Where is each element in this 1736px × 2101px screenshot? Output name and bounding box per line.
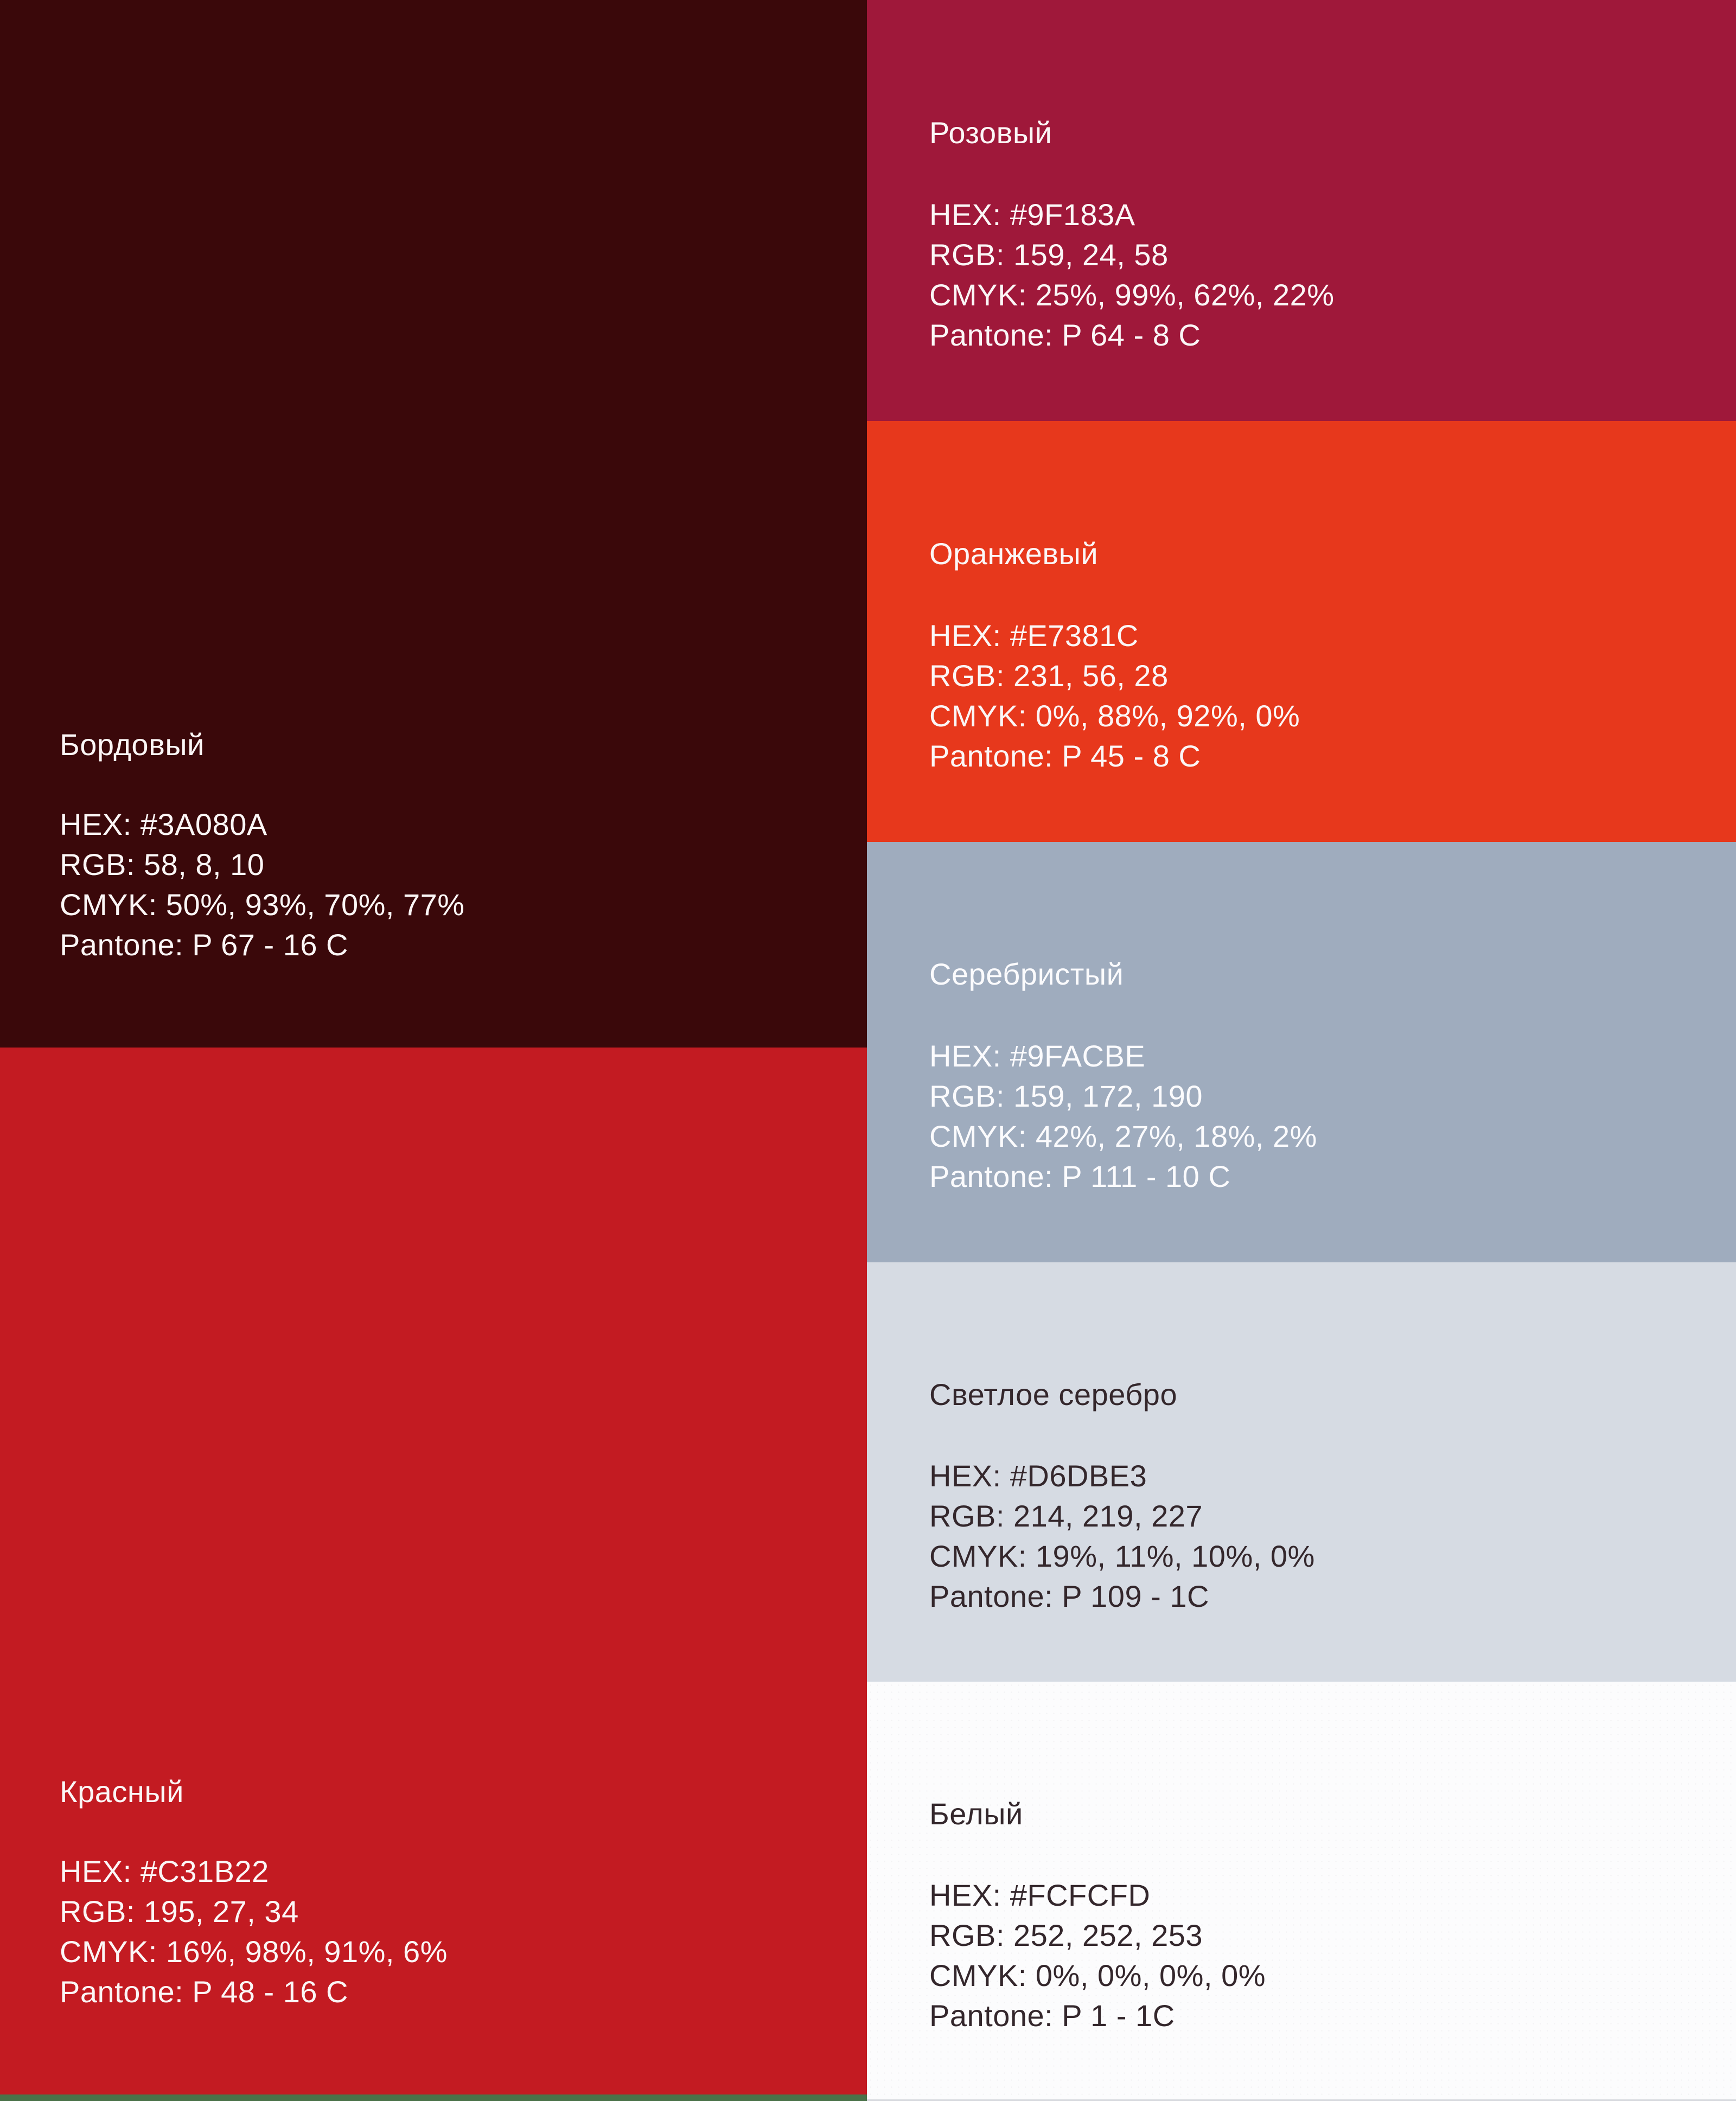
swatch-bordovyy: Бордовый HEX: #3A080A RGB: 58, 8, 10 CMY…	[0, 0, 867, 1048]
color-specs-rozovyy: HEX: #9F183A RGB: 159, 24, 58 CMYK: 25%,…	[929, 195, 1335, 355]
bottom-green-strip	[0, 2094, 867, 2101]
swatch-oranzhevyy: Оранжевый HEX: #E7381C RGB: 231, 56, 28 …	[867, 421, 1736, 842]
hex-value: HEX: #9F183A	[929, 197, 1135, 232]
cmyk-value: CMYK: 25%, 99%, 62%, 22%	[929, 277, 1335, 312]
rgb-value: RGB: 231, 56, 28	[929, 658, 1169, 693]
color-name-rozovyy: Розовый	[929, 115, 1052, 150]
color-specs-belyy: HEX: #FCFCFD RGB: 252, 252, 253 CMYK: 0%…	[929, 1875, 1266, 2036]
color-name-svetloe-serebro: Светлое серебро	[929, 1377, 1178, 1412]
color-name-oranzhevyy: Оранжевый	[929, 536, 1099, 571]
pantone-value: Pantone: P 48 - 16 C	[60, 1975, 348, 2009]
color-specs-bordovyy: HEX: #3A080A RGB: 58, 8, 10 CMYK: 50%, 9…	[60, 804, 465, 965]
pantone-value: Pantone: P 111 - 10 C	[929, 1159, 1231, 1194]
color-name-krasnyy: Красный	[60, 1774, 184, 1809]
color-specs-oranzhevyy: HEX: #E7381C RGB: 231, 56, 28 CMYK: 0%, …	[929, 616, 1300, 776]
cmyk-value: CMYK: 19%, 11%, 10%, 0%	[929, 1539, 1315, 1574]
color-name-serebristyy: Серебристый	[929, 957, 1124, 992]
cmyk-value: CMYK: 42%, 27%, 18%, 2%	[929, 1119, 1317, 1154]
color-specs-serebristyy: HEX: #9FACBE RGB: 159, 172, 190 CMYK: 42…	[929, 1036, 1317, 1197]
cmyk-value: CMYK: 16%, 98%, 91%, 6%	[60, 1934, 448, 1969]
bottom-edge-line	[867, 2099, 1736, 2101]
hex-value: HEX: #FCFCFD	[929, 1878, 1151, 1913]
rgb-value: RGB: 58, 8, 10	[60, 847, 265, 882]
hex-value: HEX: #C31B22	[60, 1854, 269, 1889]
color-name-bordovyy: Бордовый	[60, 727, 205, 762]
pantone-value: Pantone: P 67 - 16 C	[60, 928, 348, 962]
hex-value: HEX: #3A080A	[60, 807, 267, 841]
swatch-svetloe-serebro: Светлое серебро HEX: #D6DBE3 RGB: 214, 2…	[867, 1262, 1736, 1682]
rgb-value: RGB: 214, 219, 227	[929, 1499, 1203, 1534]
hex-value: HEX: #9FACBE	[929, 1039, 1146, 1074]
rgb-value: RGB: 159, 172, 190	[929, 1079, 1203, 1114]
rgb-value: RGB: 252, 252, 253	[929, 1918, 1203, 1953]
palette-column-left: Бордовый HEX: #3A080A RGB: 58, 8, 10 CMY…	[0, 0, 867, 2101]
hex-value: HEX: #D6DBE3	[929, 1459, 1147, 1493]
color-specs-svetloe-serebro: HEX: #D6DBE3 RGB: 214, 219, 227 CMYK: 19…	[929, 1456, 1315, 1617]
cmyk-value: CMYK: 50%, 93%, 70%, 77%	[60, 887, 465, 922]
color-specs-krasnyy: HEX: #C31B22 RGB: 195, 27, 34 CMYK: 16%,…	[60, 1851, 448, 2012]
swatch-rozovyy: Розовый HEX: #9F183A RGB: 159, 24, 58 CM…	[867, 0, 1736, 421]
hex-value: HEX: #E7381C	[929, 618, 1139, 653]
pantone-value: Pantone: P 45 - 8 C	[929, 738, 1201, 773]
rgb-value: RGB: 159, 24, 58	[929, 237, 1169, 272]
pantone-value: Pantone: P 1 - 1C	[929, 1998, 1175, 2033]
cmyk-value: CMYK: 0%, 0%, 0%, 0%	[929, 1958, 1266, 1993]
swatch-krasnyy: Красный HEX: #C31B22 RGB: 195, 27, 34 CM…	[0, 1048, 867, 2094]
pantone-value: Pantone: P 64 - 8 C	[929, 317, 1201, 352]
cmyk-value: CMYK: 0%, 88%, 92%, 0%	[929, 698, 1300, 733]
rgb-value: RGB: 195, 27, 34	[60, 1894, 299, 1929]
swatch-belyy: Белый HEX: #FCFCFD RGB: 252, 252, 253 CM…	[867, 1682, 1736, 2101]
color-name-belyy: Белый	[929, 1796, 1023, 1831]
swatch-serebristyy: Серебристый HEX: #9FACBE RGB: 159, 172, …	[867, 842, 1736, 1262]
pantone-value: Pantone: P 109 - 1C	[929, 1579, 1209, 1614]
palette-column-right: Розовый HEX: #9F183A RGB: 159, 24, 58 CM…	[867, 0, 1736, 2101]
